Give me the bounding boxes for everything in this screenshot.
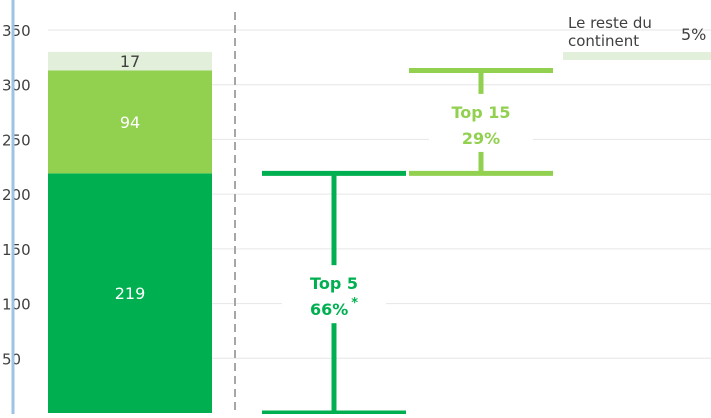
- bracket-label-bg-0: [282, 265, 386, 324]
- range-brackets: Top 5 66% * Top 15 29%: [262, 67, 553, 416]
- bracket-percent-0: 66% *: [310, 296, 358, 319]
- bar-label-0: 219: [115, 284, 146, 303]
- bracket-label-bg-1: [429, 93, 533, 152]
- legend-percent: 5%: [681, 25, 706, 44]
- bar-segment-2: [48, 51, 212, 71]
- stacked-bars: 219 94 17: [48, 51, 212, 413]
- y-tick-labels: 50100150200250300350: [2, 22, 31, 368]
- y-tick-200: 200: [2, 186, 31, 204]
- y-tick-300: 300: [2, 77, 31, 95]
- legend-box: Le reste du continent 5%: [563, 14, 711, 60]
- bar-label-1: 94: [120, 113, 140, 132]
- bar-segment-0: [48, 173, 212, 413]
- y-tick-350: 350: [2, 22, 31, 40]
- bracket-title-0: Top 5: [310, 274, 358, 293]
- y-tick-150: 150: [2, 241, 31, 259]
- legend-text-line2: continent: [568, 32, 639, 50]
- y-tick-100: 100: [2, 296, 31, 314]
- y-tick-250: 250: [2, 131, 31, 149]
- bar-label-2: 17: [120, 52, 140, 71]
- bracket-marker-0: *: [351, 296, 358, 311]
- bracket-percent-1: 29%: [462, 129, 500, 148]
- legend-text-line1: Le reste du: [568, 14, 652, 32]
- bar-segment-1: [48, 70, 212, 174]
- legend-swatch: [563, 52, 711, 60]
- bracket-title-1: Top 15: [451, 103, 510, 122]
